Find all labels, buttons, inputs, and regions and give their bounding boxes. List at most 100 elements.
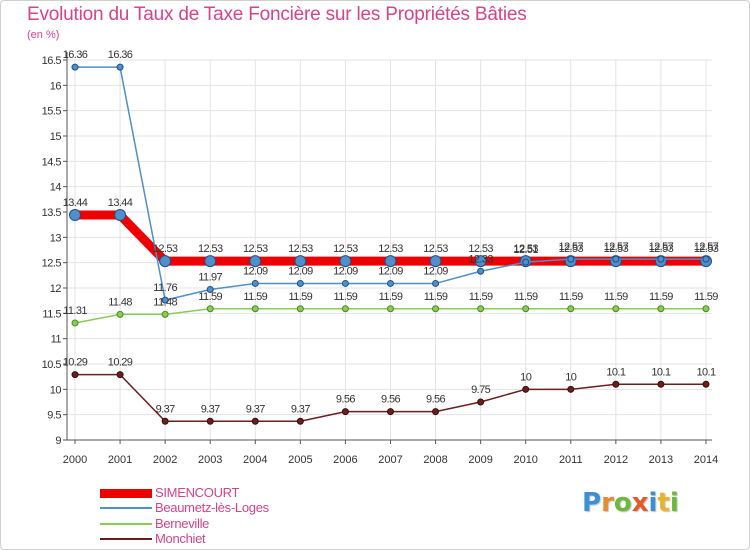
data-point-1 [161, 296, 169, 304]
data-point-2 [432, 305, 440, 313]
x-tick-label: 2009 [468, 454, 492, 466]
data-label-0: 12.53 [559, 243, 584, 255]
data-point-1 [702, 255, 710, 263]
data-label-3: 10 [565, 371, 577, 383]
data-label-0: 12.53 [513, 243, 538, 255]
data-point-3 [116, 371, 124, 379]
data-label-2: 11.59 [514, 291, 538, 303]
data-point-3 [657, 380, 665, 388]
proxiti-logo[interactable]: Proxiti [582, 488, 679, 518]
data-point-3 [432, 408, 440, 416]
y-tick-label: 10 [50, 384, 62, 396]
data-label-1: 12.09 [423, 265, 448, 277]
y-tick-label: 16 [50, 80, 62, 92]
data-point-1 [341, 279, 349, 287]
data-label-1: 12.57 [559, 241, 584, 253]
x-tick-label: 2003 [198, 454, 222, 466]
data-label-0: 12.53 [333, 243, 358, 255]
data-point-0 [204, 255, 217, 268]
data-point-1 [567, 255, 575, 263]
x-tick-label: 2002 [153, 454, 177, 466]
legend-item-beaumetz[interactable]: Beaumetz-lès-Loges [100, 500, 340, 516]
data-point-3 [206, 417, 214, 425]
y-tick-label: 15.5 [42, 106, 62, 118]
data-point-3 [251, 417, 259, 425]
y-tick-label: 14 [50, 182, 62, 194]
logo-letter: i [648, 488, 658, 518]
data-label-1: 12.57 [604, 241, 629, 253]
data-label-1: 12.09 [378, 265, 403, 277]
data-label-2: 11.59 [424, 291, 448, 303]
data-label-0: 12.53 [694, 243, 719, 255]
data-point-2 [71, 319, 79, 327]
data-point-2 [702, 305, 710, 313]
y-tick-label: 9.5 [47, 410, 61, 422]
data-point-1 [477, 267, 485, 275]
data-label-3: 9.37 [246, 403, 265, 415]
legend-item-berneville[interactable]: Berneville [100, 516, 340, 532]
x-tick-label: 2004 [243, 454, 267, 466]
data-label-1: 12.57 [694, 241, 719, 253]
axes-layer: 9 9.5 10 10.5 11 11.5 12 12.5 13 13.5 14 14.5 15 15.5… [42, 52, 718, 466]
y-tick-label: 13.5 [42, 207, 62, 219]
data-point-1 [296, 279, 304, 287]
data-point-2 [296, 305, 304, 313]
y-tick-label: 9 [55, 435, 61, 447]
data-point-2 [657, 305, 665, 313]
legend-label-monchiet: Monchiet [155, 531, 206, 546]
data-label-0: 13.44 [63, 197, 88, 209]
data-label-2: 11.59 [649, 291, 673, 303]
y-unit-label: (en %) [27, 29, 60, 41]
data-label-3: 10.1 [606, 366, 625, 378]
data-point-0 [249, 255, 262, 268]
data-point-1 [432, 279, 440, 287]
series-layer [69, 63, 712, 425]
data-label-2: 11.59 [694, 291, 718, 303]
data-label-2: 11.59 [334, 291, 358, 303]
x-tick-label: 2005 [288, 454, 312, 466]
data-label-1: 11.76 [153, 282, 177, 294]
x-tick-label: 2001 [108, 454, 132, 466]
data-point-1 [251, 279, 259, 287]
y-tick-label: 12 [50, 283, 62, 295]
data-label-0: 13.44 [108, 197, 133, 209]
data-point-2 [161, 310, 169, 318]
legend-swatch-simencourt [100, 488, 152, 498]
data-label-2: 11.59 [469, 291, 493, 303]
data-label-1: 12.51 [513, 244, 538, 256]
x-tick-label: 2012 [604, 454, 628, 466]
data-label-0: 12.53 [288, 243, 313, 255]
x-tick-label: 2006 [333, 454, 357, 466]
data-point-0 [339, 255, 352, 268]
x-tick-label: 2008 [423, 454, 447, 466]
data-label-1: 12.09 [333, 265, 358, 277]
legend-label-berneville: Berneville [155, 516, 210, 531]
legend-item-monchiet[interactable]: Monchiet [100, 531, 340, 547]
data-point-0 [159, 255, 172, 268]
y-tick-label: 16.5 [42, 55, 62, 67]
data-label-0: 12.53 [198, 243, 223, 255]
data-point-3 [702, 380, 710, 388]
legend-label-beaumetz: Beaumetz-lès-Loges [155, 500, 269, 515]
data-point-2 [341, 305, 349, 313]
data-label-2: 11.59 [243, 291, 267, 303]
data-label-1: 12.57 [649, 241, 674, 253]
data-label-3: 9.37 [201, 403, 220, 415]
data-point-1 [386, 279, 394, 287]
data-label-1: 16.36 [63, 49, 88, 61]
y-tick-label: 11 [51, 334, 62, 346]
data-point-0 [114, 209, 127, 222]
y-tick-label: 11.5 [42, 308, 61, 320]
y-tick-label: 15 [50, 131, 62, 143]
data-label-3: 10 [520, 371, 532, 383]
data-point-1 [71, 63, 79, 71]
x-tick-label: 2010 [513, 454, 537, 466]
data-label-1: 12.33 [468, 253, 493, 265]
logo-letter: x [631, 488, 649, 518]
data-point-3 [71, 371, 79, 379]
data-point-2 [116, 310, 124, 318]
legend-item-simencourt[interactable]: SIMENCOURT [100, 485, 340, 501]
data-point-3 [341, 408, 349, 416]
data-label-3: 9.56 [426, 394, 445, 406]
data-label-2: 11.59 [559, 291, 583, 303]
